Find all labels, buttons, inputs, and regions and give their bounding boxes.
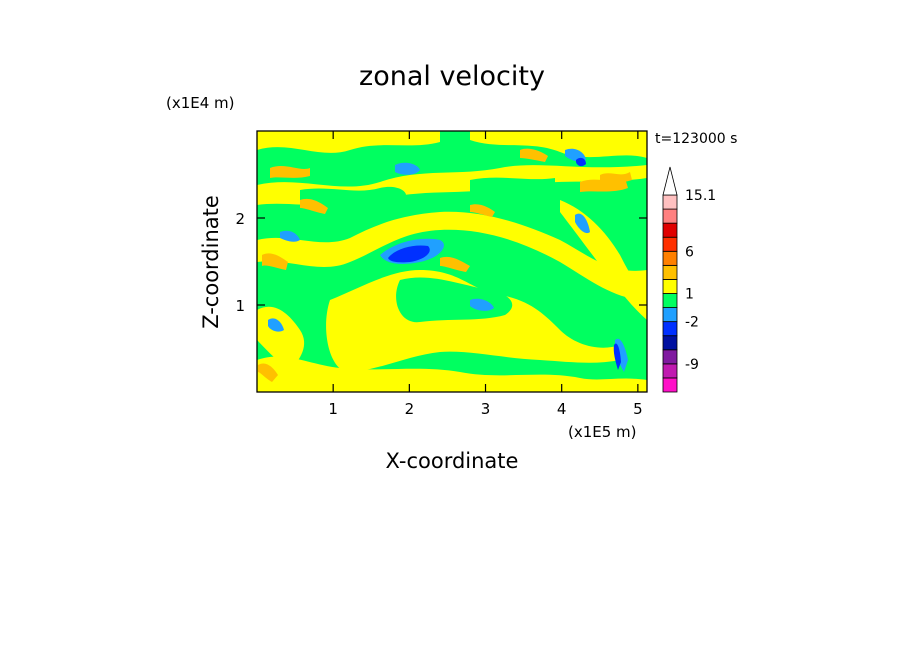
colorbar-swatch [662,208,678,224]
colorbar-swatch [662,321,678,337]
colorbar-swatch [662,236,678,252]
x-unit-label: (x1E5 m) [568,423,637,441]
plot-area [257,131,647,392]
colorbar-swatch [662,194,678,210]
field-region-green [300,177,555,323]
colorbar-swatch [662,250,678,266]
x-axis-title: X-coordinate [386,449,519,473]
colorbar-swatch [662,349,678,365]
colorbar-swatch [662,335,678,351]
x-tick-label: 3 [481,400,491,418]
x-tick-label: 4 [557,400,567,418]
colorbar-label: 15.1 [685,188,716,204]
colorbar-swatch [662,307,678,323]
colorbar-swatch [662,377,678,393]
y-axis-ticks: 12 [235,210,647,315]
colorbar-label: 6 [685,244,694,260]
field-region-orange [258,148,632,382]
colorbar-swatch [662,222,678,238]
x-axis-ticks: 1 2 3 4 5 [328,131,643,418]
y-axis-title: Z-coordinate [199,195,223,329]
y-tick-label: 1 [235,297,245,315]
chart-title: zonal velocity [359,61,545,92]
time-label: t=123000 s [655,131,737,147]
x-tick-label: 1 [328,400,338,418]
y-unit-label: (x1E4 m) [166,94,235,112]
colorbar-label: -2 [685,315,699,331]
x-tick-label: 2 [405,400,415,418]
colorbar-extension [662,166,678,196]
colorbar-swatch [662,293,678,308]
colorbar-swatch [662,264,678,280]
colorbar-swatch [662,279,678,294]
x-tick-label: 5 [633,400,643,418]
y-tick-label: 2 [235,210,245,228]
colorbar-label: -9 [685,357,699,373]
colorbar-label: 1 [685,287,694,303]
colorbar-swatch [662,363,678,379]
colorbar: 15.1 6 1 -2 -9 [662,166,716,393]
field-region-blue [388,157,621,370]
plot-frame [256,130,648,393]
